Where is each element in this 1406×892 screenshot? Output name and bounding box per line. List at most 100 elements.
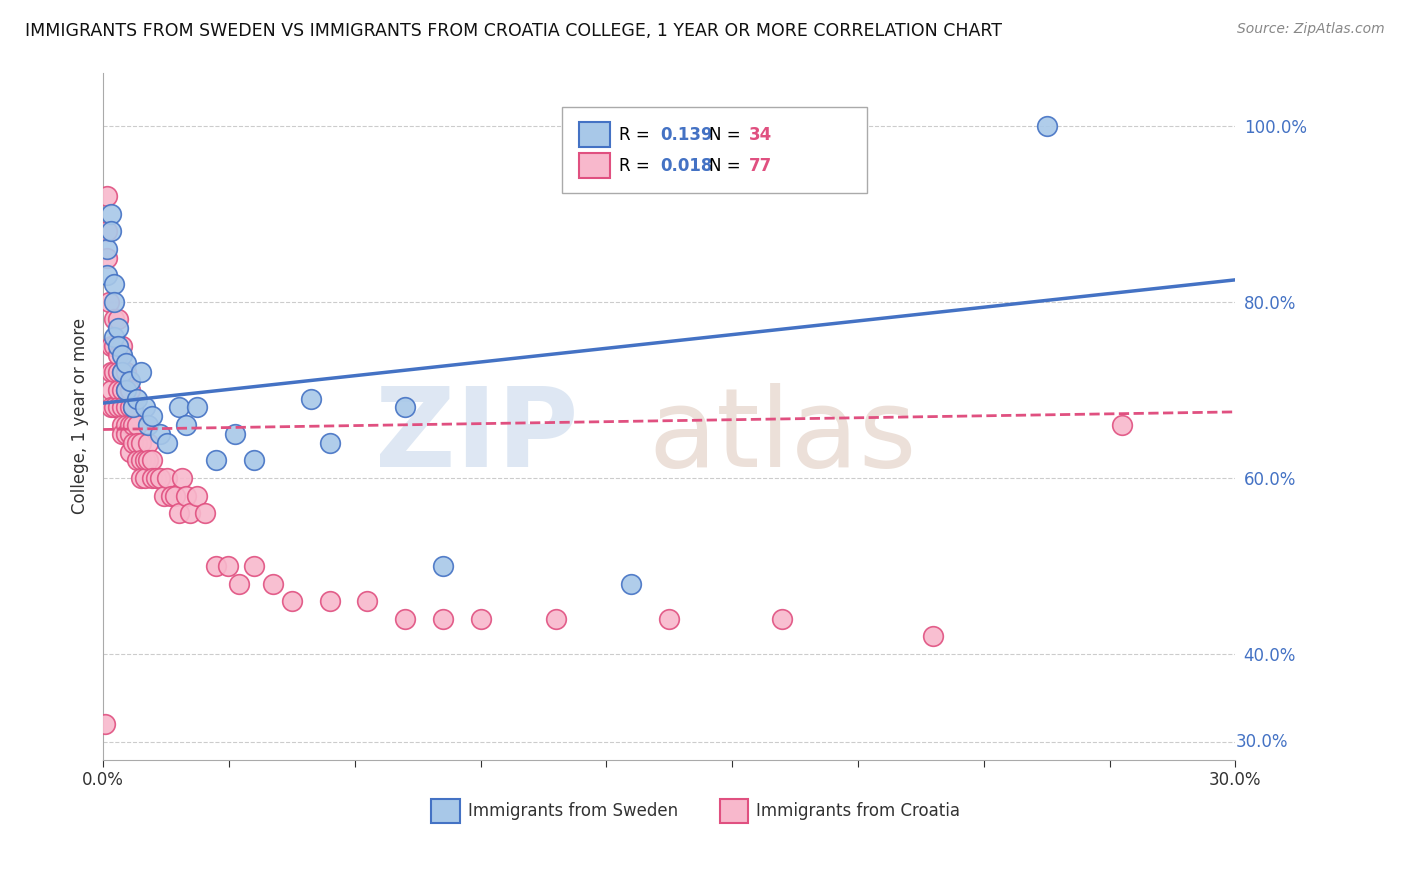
Point [100, 339, 122, 353]
Point [228, 576, 250, 591]
Point [544, 612, 567, 626]
Point [111, 348, 134, 362]
Point [103, 277, 125, 292]
Text: Immigrants from Croatia: Immigrants from Croatia [756, 802, 960, 820]
Point [172, 471, 194, 485]
Point [114, 365, 136, 379]
Point [127, 435, 149, 450]
Point [174, 418, 197, 433]
Point [107, 383, 129, 397]
Point [186, 401, 208, 415]
Point [96, 224, 118, 238]
Point [107, 348, 129, 362]
Point [658, 612, 681, 626]
Text: R =: R = [620, 157, 655, 176]
Point [179, 506, 201, 520]
FancyBboxPatch shape [720, 799, 748, 823]
Point [114, 418, 136, 433]
Text: IMMIGRANTS FROM SWEDEN VS IMMIGRANTS FROM CROATIA COLLEGE, 1 YEAR OR MORE CORREL: IMMIGRANTS FROM SWEDEN VS IMMIGRANTS FRO… [25, 22, 1002, 40]
Point [141, 409, 163, 424]
Point [100, 365, 122, 379]
Point [111, 383, 134, 397]
Point [281, 594, 304, 608]
Point [129, 365, 152, 379]
Point [141, 471, 163, 485]
Point [103, 401, 125, 415]
FancyBboxPatch shape [561, 107, 868, 194]
Point [356, 594, 378, 608]
Point [149, 426, 172, 441]
Point [145, 471, 167, 485]
Point [127, 418, 149, 433]
Point [224, 426, 246, 441]
Point [103, 294, 125, 309]
Point [118, 401, 141, 415]
Point [122, 435, 145, 450]
Point [318, 435, 340, 450]
Point [97, 294, 120, 309]
Point [122, 401, 145, 415]
Point [118, 374, 141, 388]
Point [103, 312, 125, 326]
Point [394, 401, 416, 415]
Point [394, 612, 416, 626]
Point [134, 401, 156, 415]
Point [107, 401, 129, 415]
Text: Source: ZipAtlas.com: Source: ZipAtlas.com [1237, 22, 1385, 37]
Point [118, 418, 141, 433]
Text: 34: 34 [748, 127, 772, 145]
Point [138, 435, 160, 450]
Point [138, 453, 160, 467]
Point [107, 339, 129, 353]
Point [205, 453, 228, 467]
Point [100, 207, 122, 221]
Point [922, 629, 945, 643]
Text: N =: N = [709, 127, 745, 145]
Text: N =: N = [709, 157, 745, 176]
Point [127, 392, 149, 406]
Point [118, 383, 141, 397]
Point [138, 418, 160, 433]
FancyBboxPatch shape [579, 153, 610, 178]
Point [100, 383, 122, 397]
FancyBboxPatch shape [579, 122, 610, 147]
Text: 77: 77 [748, 157, 772, 176]
Text: 0.018: 0.018 [661, 157, 713, 176]
Point [127, 453, 149, 467]
FancyBboxPatch shape [432, 799, 460, 823]
Point [167, 401, 190, 415]
Point [114, 426, 136, 441]
Point [432, 558, 454, 573]
Point [94, 717, 117, 731]
Text: Immigrants from Sweden: Immigrants from Sweden [468, 802, 678, 820]
Point [111, 418, 134, 433]
Point [114, 383, 136, 397]
Point [103, 330, 125, 344]
Point [243, 453, 266, 467]
Point [156, 435, 179, 450]
Point [318, 594, 340, 608]
Point [103, 339, 125, 353]
Y-axis label: College, 1 year or more: College, 1 year or more [72, 318, 89, 515]
Point [129, 453, 152, 467]
Point [1111, 418, 1133, 433]
Point [111, 365, 134, 379]
Point [111, 339, 134, 353]
Point [107, 321, 129, 335]
Text: 30.0%: 30.0% [1236, 733, 1288, 751]
Point [141, 453, 163, 467]
Point [107, 365, 129, 379]
Point [111, 401, 134, 415]
Point [129, 471, 152, 485]
Text: atlas: atlas [648, 384, 917, 491]
Point [114, 356, 136, 370]
Point [122, 401, 145, 415]
Point [134, 471, 156, 485]
Point [156, 471, 179, 485]
Point [194, 506, 217, 520]
Point [134, 453, 156, 467]
Point [186, 489, 208, 503]
Point [118, 426, 141, 441]
Point [111, 426, 134, 441]
Point [174, 489, 197, 503]
